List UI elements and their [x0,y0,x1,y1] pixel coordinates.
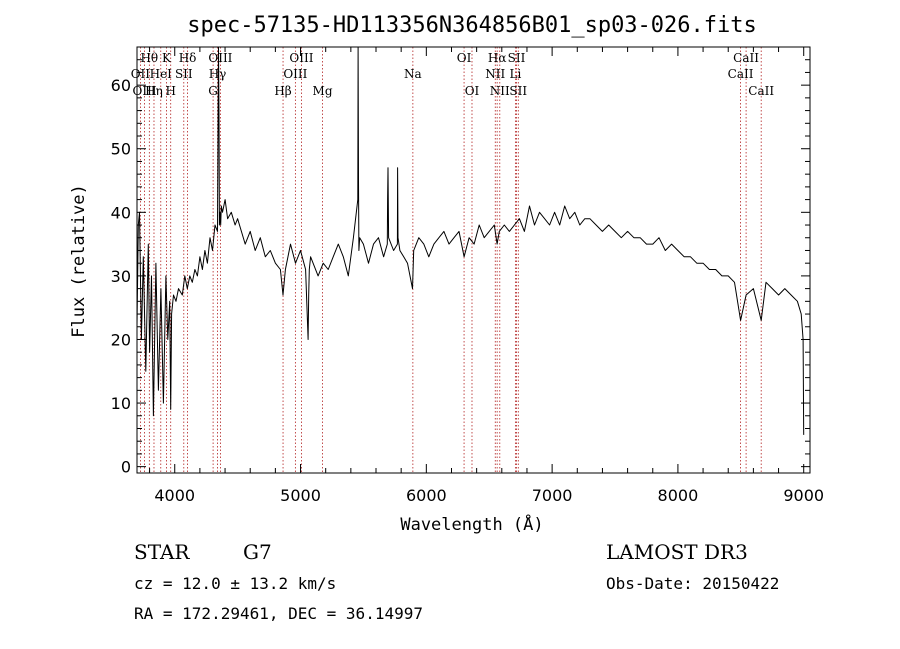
spectral-line-label: NII [490,84,510,98]
spectral-line-label: SII [509,84,527,98]
x-tick-label: 9000 [783,486,824,505]
y-tick-label: 40 [111,203,131,222]
redshift-cz: cz = 12.0 ± 13.2 km/s [134,574,337,593]
spectral-line-label: CaII [733,51,759,65]
spectral-line-label: G [208,84,218,98]
spectral-line-label: OII [131,67,151,81]
y-tick-label: 0 [121,458,131,477]
object-class: STAR [134,540,190,564]
spectral-line-markers [139,47,762,473]
spectral-line-label: Hγ [209,67,227,81]
spectral-line-label: SII [175,67,193,81]
y-tick-label: 60 [111,76,131,95]
x-axis-label: Wavelength (Å) [400,513,543,535]
spectral-line-label: HeI [150,67,173,81]
coordinates: RA = 172.29461, DEC = 36.14997 [134,604,423,623]
spectral-line-label: H [165,84,175,98]
spectral-line-label: NII [485,67,505,81]
spectral-line-label: Mg [313,84,333,98]
x-tick-label: 5000 [280,486,321,505]
spectral-line-label: Hβ [274,84,291,98]
x-tick-label: 4000 [154,486,195,505]
y-tick-label: 20 [111,330,131,349]
x-tick-label: 7000 [532,486,573,505]
series-layer [136,46,805,435]
spectral-line-label: Hη [145,84,163,98]
spectral-line-label: OIII [208,51,232,65]
spectral-line-label: CaII [728,67,754,81]
axis-ticks: 4000 5000 6000 7000 8000 9000 0 10 20 30 40 50 60 [111,47,824,505]
flux-series-line [136,46,805,435]
y-axis-label: Flux (relative) [69,184,89,338]
x-tick-label: 6000 [406,486,447,505]
obs-date: Obs-Date: 20150422 [606,574,780,593]
spectral-line-label: OIII [133,84,157,98]
chart-title: spec-57135-HD113356N364856B01_sp03-026.f… [187,13,757,38]
spectral-line-label: Na [404,67,422,81]
spectral-line-labels: HθOIIOIIIHηHeIKHSIIHδGOIIIHγHβOIIIOIIIMg… [131,51,775,98]
spectral-line-label: Li [509,67,521,81]
spectral-line-label: Hδ [179,51,197,65]
x-tick-label: 8000 [658,486,699,505]
y-tick-label: 30 [111,267,131,286]
survey-name: LAMOST DR3 [606,540,748,564]
spectral-line-label: K [162,51,172,65]
spectral-line-label: CaII [748,84,774,98]
spectral-line-label: OIII [289,51,313,65]
spectral-line-label: OIII [283,67,307,81]
y-tick-label: 10 [111,394,131,413]
spectral-line-label: SII [508,51,526,65]
plot-frame [136,46,811,474]
subclass: G7 [243,540,272,564]
spectral-line-label: Hθ [140,51,158,65]
spectral-line-label: OI [465,84,480,98]
spectral-line-label: OI [457,51,472,65]
y-tick-label: 50 [111,140,131,159]
spectral-line-label: Hα [488,51,507,65]
